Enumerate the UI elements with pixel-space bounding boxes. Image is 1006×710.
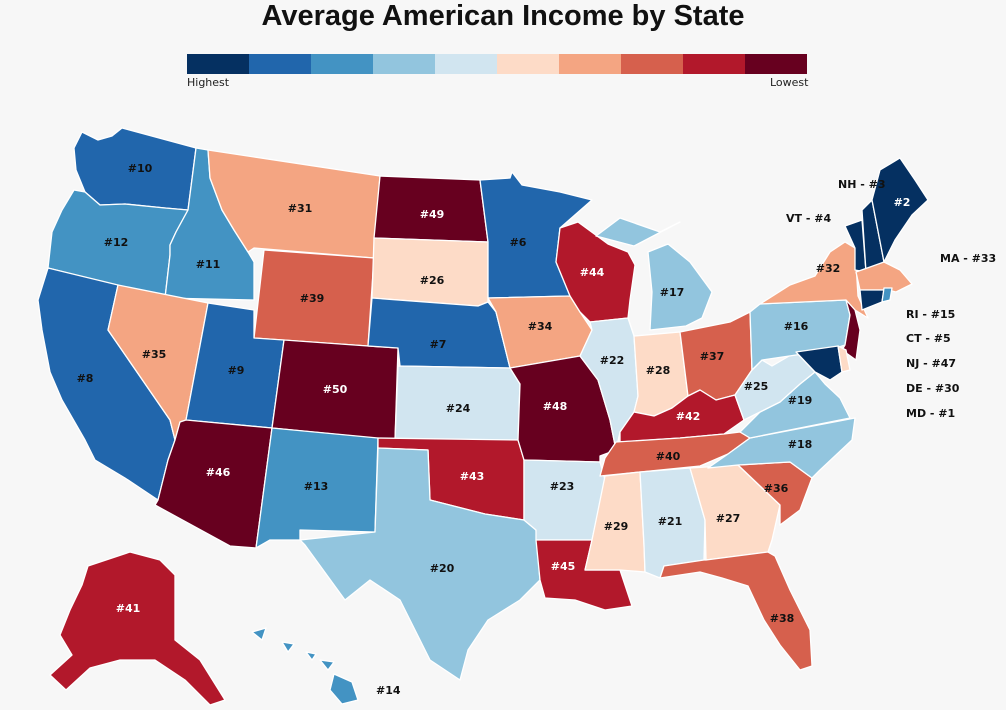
state-arizona[interactable]: #46 (154, 419, 273, 549)
legend-swatch (621, 54, 683, 74)
state-label: #50 (323, 383, 348, 396)
state-label: #27 (716, 512, 741, 525)
callout-ma: MA - #33 (940, 252, 996, 265)
state-label: #41 (116, 602, 141, 615)
legend-highest-label: Highest (187, 76, 230, 89)
state-label: #44 (580, 266, 605, 279)
state-label: #24 (446, 402, 471, 415)
state-florida[interactable]: #38 (659, 551, 813, 671)
state-label: #28 (646, 364, 671, 377)
state-south-carolina[interactable]: #36 (737, 461, 813, 526)
legend-swatch (497, 54, 559, 74)
state-label: #40 (656, 450, 681, 463)
state-label: #12 (104, 236, 129, 249)
legend-lowest-label: Lowest (770, 76, 809, 89)
state-label: #21 (658, 515, 683, 528)
state-new-mexico[interactable]: #13 (255, 427, 379, 549)
state-minnesota[interactable]: #6 (479, 171, 593, 299)
state-alaska[interactable]: #41 (49, 551, 226, 706)
state-label: #8 (77, 372, 94, 385)
callout-vt: VT - #4 (786, 212, 831, 225)
state-label: #23 (550, 480, 575, 493)
callout-nh: NH - #3 (838, 178, 886, 191)
state-label: #39 (300, 292, 325, 305)
state-label: #35 (142, 348, 167, 361)
state-connecticut[interactable] (859, 289, 885, 311)
state-label: #17 (660, 286, 685, 299)
state-label: #42 (676, 410, 701, 423)
state-label: #45 (551, 560, 576, 573)
state-label: #29 (604, 520, 629, 533)
state-nebraska[interactable]: #7 (367, 297, 511, 369)
state-label: #10 (128, 162, 153, 175)
legend-swatch (683, 54, 745, 74)
state-label: #43 (460, 470, 485, 483)
state-washington[interactable]: #10 (73, 127, 197, 211)
state-label: #19 (788, 394, 813, 407)
state-label: #49 (420, 208, 445, 221)
state-label: #9 (228, 364, 245, 377)
state-label: #22 (600, 354, 625, 367)
state-label-hawaii: #14 (376, 684, 401, 697)
state-north-dakota[interactable]: #49 (373, 175, 489, 243)
state-label: #18 (788, 438, 813, 451)
state-label: #37 (700, 350, 725, 363)
state-maine[interactable]: #2 (871, 157, 929, 263)
legend-swatch (435, 54, 497, 74)
state-hawaii[interactable] (251, 627, 359, 705)
state-rhode-island[interactable] (881, 287, 893, 303)
callout-ri: RI - #15 (906, 308, 955, 321)
state-label: #38 (770, 612, 795, 625)
legend-swatch (559, 54, 621, 74)
state-new-jersey[interactable] (841, 299, 861, 361)
state-label: #11 (196, 258, 221, 271)
state-delaware[interactable] (837, 345, 851, 373)
color-scale-legend (187, 54, 807, 74)
state-label: #36 (764, 482, 789, 495)
callout-md: MD - #1 (906, 407, 955, 420)
legend-swatch (745, 54, 807, 74)
state-michigan[interactable]: #17 (595, 217, 713, 331)
legend-swatch (187, 54, 249, 74)
state-wyoming[interactable]: #39 (253, 249, 375, 347)
state-illinois[interactable]: #22 (579, 317, 639, 451)
legend-swatch (373, 54, 435, 74)
state-texas[interactable]: #20 (299, 447, 541, 681)
state-label: #34 (528, 320, 553, 333)
callout-nj: NJ - #47 (906, 357, 956, 370)
state-arkansas[interactable]: #23 (523, 459, 606, 541)
state-alabama[interactable]: #21 (639, 467, 706, 579)
state-label: #26 (420, 274, 445, 287)
state-label: #31 (288, 202, 313, 215)
callout-de: DE - #30 (906, 382, 960, 395)
legend-swatch (311, 54, 373, 74)
callout-ct: CT - #5 (906, 332, 951, 345)
state-west-virginia[interactable]: #25 (734, 351, 816, 421)
state-kansas[interactable]: #24 (394, 365, 521, 441)
state-label: #13 (304, 480, 329, 493)
state-virginia[interactable]: #19 (739, 371, 851, 439)
state-label: #32 (816, 262, 841, 275)
state-label: #2 (894, 196, 911, 209)
state-maryland[interactable] (795, 345, 843, 381)
legend-swatch (249, 54, 311, 74)
state-label: #46 (206, 466, 231, 479)
state-label: #25 (744, 380, 769, 393)
state-label: #48 (543, 400, 568, 413)
state-south-dakota[interactable]: #26 (371, 237, 489, 307)
state-label: #20 (430, 562, 455, 575)
state-label: #16 (784, 320, 809, 333)
page-title: Average American Income by State (261, 0, 745, 32)
state-label: #6 (510, 236, 527, 249)
state-label: #7 (430, 338, 447, 351)
state-colorado[interactable]: #50 (271, 339, 399, 441)
state-wisconsin[interactable]: #44 (555, 221, 636, 323)
